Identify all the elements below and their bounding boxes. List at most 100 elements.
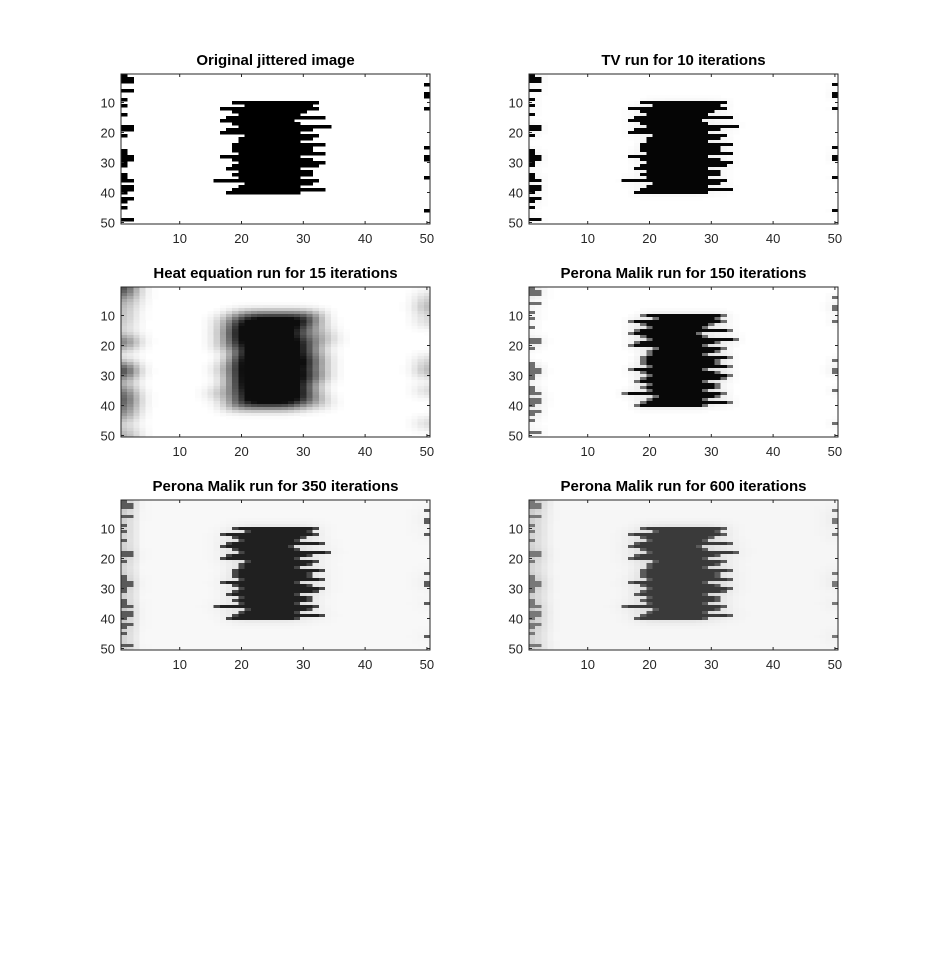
- image-cell: [689, 320, 697, 324]
- image-cell: [226, 365, 233, 369]
- image-cell: [411, 545, 419, 549]
- image-cell: [250, 188, 258, 192]
- image-cell: [695, 185, 703, 189]
- image-cell: [256, 110, 264, 114]
- image-cell: [195, 503, 202, 507]
- image-cell: [275, 545, 283, 549]
- image-cell: [652, 122, 660, 126]
- image-cell: [275, 401, 283, 405]
- image-cell: [226, 374, 233, 378]
- image-cell: [312, 353, 320, 357]
- image-cell: [634, 329, 641, 333]
- image-cell: [170, 566, 178, 570]
- image-cell: [399, 512, 406, 516]
- image-cell: [541, 179, 548, 183]
- image-cell: [640, 371, 647, 375]
- image-cell: [176, 551, 184, 555]
- image-cell: [355, 521, 363, 525]
- image-cell: [535, 212, 542, 216]
- image-cell: [714, 104, 721, 108]
- image-cell: [275, 560, 283, 564]
- image-cell: [139, 401, 147, 405]
- image-cell: [708, 125, 715, 129]
- image-cell: [825, 161, 833, 165]
- image-cell: [411, 539, 419, 543]
- image-cell: [646, 167, 653, 171]
- image-cell: [392, 584, 400, 588]
- image-cell: [324, 314, 332, 318]
- image-cell: [281, 146, 289, 150]
- image-cell: [238, 329, 245, 333]
- image-cell: [294, 191, 301, 195]
- image-cell: [689, 323, 697, 327]
- image-cell: [281, 137, 289, 141]
- image-cell: [529, 197, 536, 201]
- image-cell: [683, 383, 691, 387]
- image-cell: [250, 380, 258, 384]
- image-cell: [287, 122, 295, 126]
- image-cell: [405, 533, 412, 537]
- image-cell: [646, 152, 653, 156]
- image-cell: [238, 386, 245, 390]
- image-cell: [720, 191, 728, 195]
- image-cell: [658, 386, 666, 390]
- image-cell: [535, 311, 542, 315]
- image-cell: [269, 335, 276, 339]
- image-cell: [232, 368, 239, 372]
- image-cell: [294, 335, 301, 339]
- image-cell: [529, 350, 536, 354]
- image-cell: [151, 503, 159, 507]
- image-cell: [695, 392, 703, 396]
- image-cell: [529, 92, 536, 96]
- image-cell: [702, 128, 709, 132]
- image-cell: [362, 581, 369, 585]
- image-cell: [294, 158, 301, 162]
- image-cell: [634, 101, 641, 105]
- image-cell: [720, 401, 728, 405]
- image-cell: [127, 419, 134, 423]
- image-cell: [294, 509, 301, 513]
- image-cell: [318, 395, 326, 399]
- image-cell: [269, 554, 276, 558]
- image-cell: [195, 533, 202, 537]
- image-cell: [232, 386, 239, 390]
- image-cell: [269, 503, 276, 507]
- image-cell: [312, 515, 320, 519]
- image-cell: [529, 290, 536, 294]
- image-cell: [151, 506, 159, 510]
- image-cell: [312, 584, 320, 588]
- image-cell: [219, 353, 227, 357]
- image-cell: [269, 110, 276, 114]
- image-cell: [405, 500, 412, 504]
- image-cell: [535, 113, 542, 117]
- image-cell: [256, 317, 264, 321]
- image-cell: [219, 119, 227, 123]
- image-cell: [646, 356, 653, 360]
- image-cell: [720, 374, 728, 378]
- image-cell: [182, 518, 190, 522]
- image-cell: [535, 290, 542, 294]
- image-cell: [726, 347, 734, 351]
- image-cell: [702, 155, 709, 159]
- image-cell: [244, 173, 252, 177]
- image-cell: [646, 119, 653, 123]
- image-cell: [164, 581, 171, 585]
- image-cell: [232, 191, 239, 195]
- image-cell: [219, 575, 227, 579]
- image-cell: [232, 560, 239, 564]
- image-cell: [529, 362, 536, 366]
- image-cell: [714, 314, 721, 318]
- image-cell: [127, 374, 134, 378]
- image-cell: [294, 503, 301, 507]
- image-cell: [541, 152, 548, 156]
- image-cell: [337, 542, 344, 546]
- image-cell: [121, 368, 128, 372]
- image-cell: [312, 362, 320, 366]
- image-cell: [287, 326, 295, 330]
- image-cell: [263, 323, 270, 327]
- image-cell: [831, 92, 839, 96]
- image-cell: [263, 137, 270, 141]
- image-cell: [281, 509, 289, 513]
- image-cell: [244, 557, 252, 561]
- image-cell: [374, 512, 381, 516]
